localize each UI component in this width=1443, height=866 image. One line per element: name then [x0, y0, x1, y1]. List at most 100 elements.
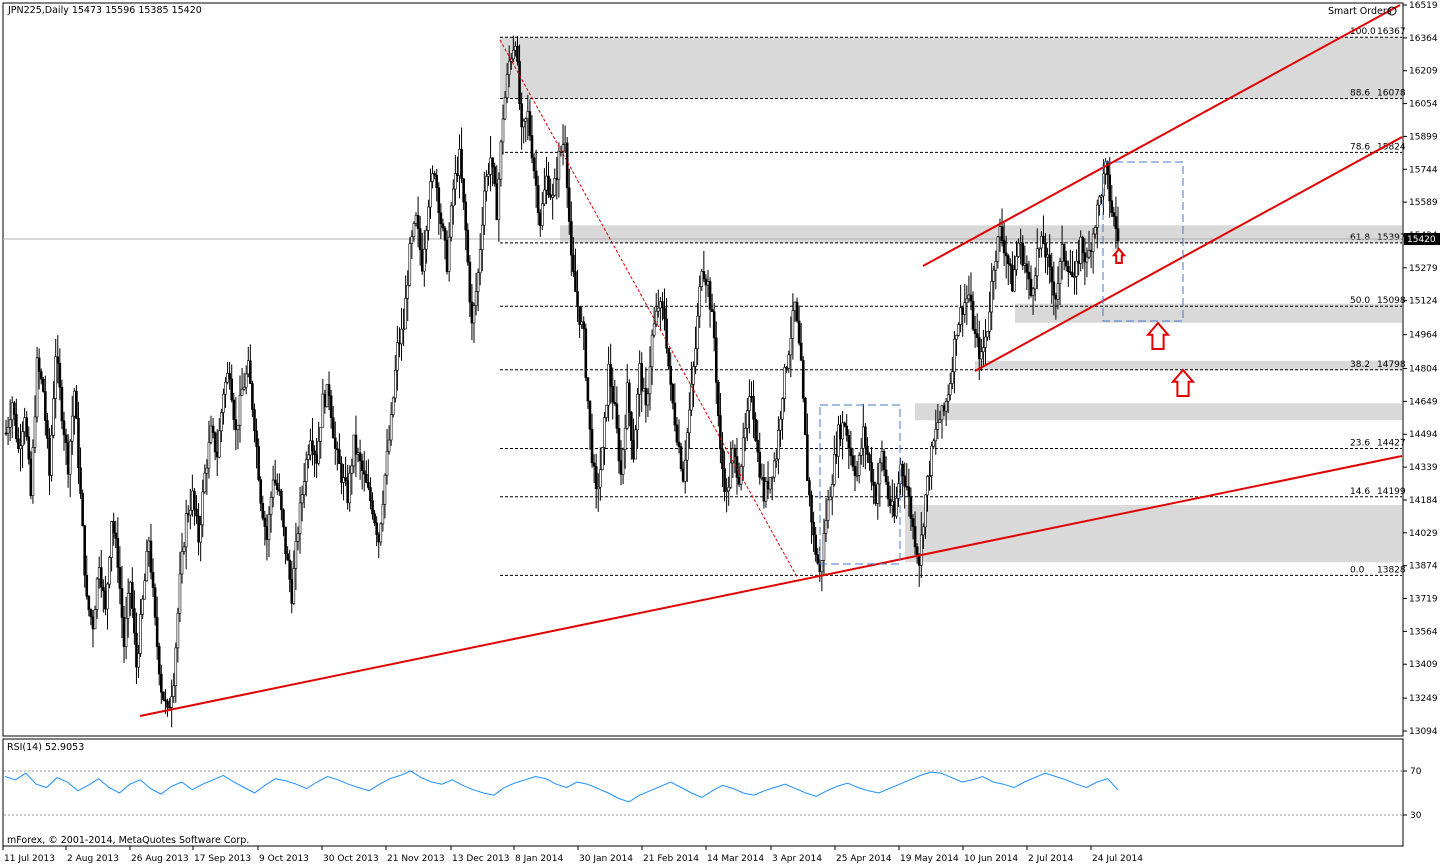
candle-body [1095, 204, 1099, 228]
candle-body [41, 378, 45, 392]
candle-body [1002, 240, 1006, 254]
candle-body [27, 436, 31, 460]
candle-body [228, 373, 231, 380]
candle-body [273, 479, 277, 484]
candle-body [576, 291, 579, 307]
candle-body [712, 311, 716, 339]
candle-body [663, 307, 666, 320]
major-uptrend-line[interactable] [139, 455, 1403, 717]
candle-body [967, 294, 971, 300]
candle-body [1054, 294, 1058, 300]
candle-body [938, 419, 942, 423]
candle-body [717, 382, 720, 416]
candle-body [290, 578, 294, 604]
candle-body [570, 221, 573, 256]
candle-body [849, 447, 853, 457]
candle-body [232, 399, 236, 420]
candle-body [174, 647, 178, 687]
candle-body [897, 483, 900, 499]
candle-body [470, 301, 474, 324]
candle-body [400, 328, 403, 345]
candle-body [35, 357, 39, 418]
candle-body [944, 401, 948, 412]
candle-body [986, 331, 989, 338]
candle-body [135, 632, 138, 668]
candle-body [70, 415, 74, 442]
candle-body [762, 477, 766, 502]
rsi-y-tick-label: 30 [1410, 811, 1422, 821]
candle-body [431, 173, 434, 182]
copyright-text: mForex, © 2001-2014, MetaQuotes Software… [7, 835, 249, 846]
x-tick-label: 24 Jul 2014 [1092, 854, 1143, 864]
channel-lower-line[interactable] [974, 136, 1403, 372]
candle-body [1004, 252, 1008, 257]
candle-body [630, 412, 633, 441]
candle-body [984, 336, 987, 348]
candle-body [770, 476, 774, 479]
candle-body [1050, 266, 1054, 283]
candle-body [977, 337, 981, 360]
y-tick-label: 13249 [1409, 694, 1438, 704]
candle-body [414, 214, 418, 224]
projection-box [1102, 161, 1184, 322]
candle-body [948, 383, 952, 396]
candle-body [994, 261, 998, 271]
candle-body [377, 534, 381, 543]
candle-body [934, 429, 938, 442]
candle-body [688, 409, 691, 433]
candle-body [748, 396, 751, 412]
candle-body [209, 425, 213, 443]
candle-body [236, 424, 240, 431]
candle-body [656, 307, 660, 312]
candle-body [410, 236, 414, 244]
candle-body [1042, 235, 1045, 244]
candle-body [791, 310, 795, 339]
candle-body [435, 174, 439, 188]
candle-body [1033, 275, 1037, 290]
candle-body [503, 97, 507, 120]
fib-value-label: 15098 [1377, 296, 1406, 306]
candle-body [808, 480, 811, 496]
candle-body [124, 617, 128, 647]
candle-body [60, 386, 64, 422]
candle-body [779, 418, 782, 431]
channel-upper-line[interactable] [922, 4, 1401, 267]
candle-body [572, 254, 575, 272]
zone-band [500, 37, 1402, 99]
candle-body [785, 367, 788, 369]
candle-body [474, 291, 478, 306]
candle-body [157, 646, 161, 675]
candle-body [439, 212, 443, 225]
candle-body [240, 388, 244, 396]
candle-body [162, 691, 165, 701]
smart-orders-icon[interactable] [1387, 6, 1397, 16]
candle-body [362, 470, 366, 475]
candle-body [427, 206, 430, 231]
candle-body [545, 175, 548, 191]
candle-body [830, 484, 834, 498]
candle-body [601, 447, 604, 470]
candle-body [1019, 242, 1022, 245]
candle-body [514, 45, 517, 51]
candle-body [605, 404, 608, 418]
candle-body [518, 61, 521, 104]
candle-body [412, 223, 416, 238]
candle-body [238, 394, 242, 426]
candle-body [62, 420, 66, 436]
candle-body [1040, 235, 1043, 249]
candle-body [638, 363, 641, 395]
candle-body [971, 300, 975, 330]
candle-body [52, 398, 55, 436]
candle-body [311, 440, 314, 452]
candle-body [48, 438, 51, 476]
y-tick-label: 15744 [1409, 165, 1438, 175]
y-tick-label: 16054 [1409, 100, 1438, 110]
candle-body [19, 445, 22, 450]
candle-body [501, 118, 505, 143]
candle-body [79, 467, 82, 494]
candle-body [433, 173, 436, 176]
x-tick-label: 13 Dec 2013 [452, 854, 510, 864]
smart-orders-label[interactable]: Smart Orders [1328, 6, 1392, 17]
candle-body [91, 616, 95, 630]
